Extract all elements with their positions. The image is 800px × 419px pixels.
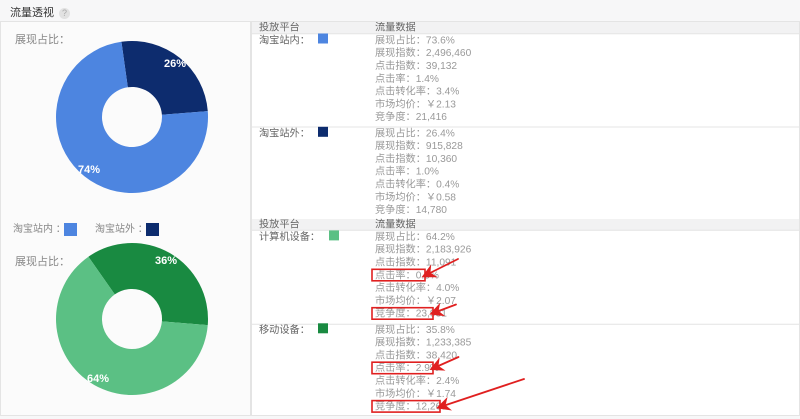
svg-text:淘宝站外：: 淘宝站外： xyxy=(259,126,310,139)
svg-text:点击指数：11,091: 点击指数：11,091 xyxy=(375,256,457,269)
svg-text:点击率：0.5%: 点击率：0.5% xyxy=(375,268,439,281)
svg-text:展现占比：64.2%: 展现占比：64.2% xyxy=(375,230,455,243)
svg-text:移动设备：: 移动设备： xyxy=(259,323,310,336)
svg-text:竞争度：23,931: 竞争度：23,931 xyxy=(375,307,447,320)
svg-text:投放平台: 投放平台 xyxy=(259,22,300,34)
svg-text:36%: 36% xyxy=(155,255,177,267)
svg-text:点击指数：39,132: 点击指数：39,132 xyxy=(375,59,457,72)
svg-text:点击指数：10,360: 点击指数：10,360 xyxy=(375,152,457,165)
svg-text:竞争度：14,780: 竞争度：14,780 xyxy=(375,203,447,216)
svg-text:点击转化率：3.4%: 点击转化率：3.4% xyxy=(375,85,459,98)
svg-text:竞争度：12,265: 竞争度：12,265 xyxy=(375,400,447,413)
svg-text:市场均价：￥0.58: 市场均价：￥0.58 xyxy=(375,190,456,203)
svg-text:投放平台: 投放平台 xyxy=(259,218,300,231)
svg-text:点击转化率：0.4%: 点击转化率：0.4% xyxy=(375,178,459,191)
svg-text:展现指数：2,496,460: 展现指数：2,496,460 xyxy=(375,46,472,59)
svg-text:展现占比：73.6%: 展现占比：73.6% xyxy=(375,33,455,46)
svg-text:流量数据: 流量数据 xyxy=(375,22,416,34)
svg-text:74%: 74% xyxy=(78,164,100,176)
svg-text:展现指数：915,828: 展现指数：915,828 xyxy=(375,139,463,152)
svg-text:计算机设备：: 计算机设备： xyxy=(259,230,320,243)
svg-text:淘宝站内 ：: 淘宝站内 ： xyxy=(13,222,66,235)
svg-text:点击指数：38,420: 点击指数：38,420 xyxy=(375,348,457,361)
svg-text:点击率：1.0%: 点击率：1.0% xyxy=(375,165,439,178)
svg-text:展现占比：35.8%: 展现占比：35.8% xyxy=(375,323,455,336)
svg-text:淘宝站内：: 淘宝站内： xyxy=(259,33,310,46)
svg-text:点击率：1.4%: 点击率：1.4% xyxy=(375,72,439,85)
svg-text:淘宝站外 ：: 淘宝站外 ： xyxy=(95,222,148,235)
svg-text:26%: 26% xyxy=(164,58,186,70)
svg-text:竞争度：21,416: 竞争度：21,416 xyxy=(375,110,447,123)
svg-text:展现占比：: 展现占比： xyxy=(15,254,70,268)
svg-text:点击率：2.9%: 点击率：2.9% xyxy=(375,361,439,374)
svg-text:市场均价：￥2.13: 市场均价：￥2.13 xyxy=(375,97,456,110)
svg-text:展现指数：1,233,385: 展现指数：1,233,385 xyxy=(375,336,472,349)
svg-text:64%: 64% xyxy=(87,373,109,385)
svg-text:市场均价：￥2.07: 市场均价：￥2.07 xyxy=(375,294,456,307)
svg-text:点击转化率：4.0%: 点击转化率：4.0% xyxy=(375,281,459,294)
svg-text:流量数据: 流量数据 xyxy=(375,218,416,231)
svg-text:市场均价：￥1.74: 市场均价：￥1.74 xyxy=(375,387,456,400)
svg-text:展现指数：2,183,926: 展现指数：2,183,926 xyxy=(375,243,472,256)
svg-text:展现占比：: 展现占比： xyxy=(15,32,70,46)
svg-text:展现占比：26.4%: 展现占比：26.4% xyxy=(375,126,455,139)
svg-text:点击转化率：2.4%: 点击转化率：2.4% xyxy=(375,374,459,387)
